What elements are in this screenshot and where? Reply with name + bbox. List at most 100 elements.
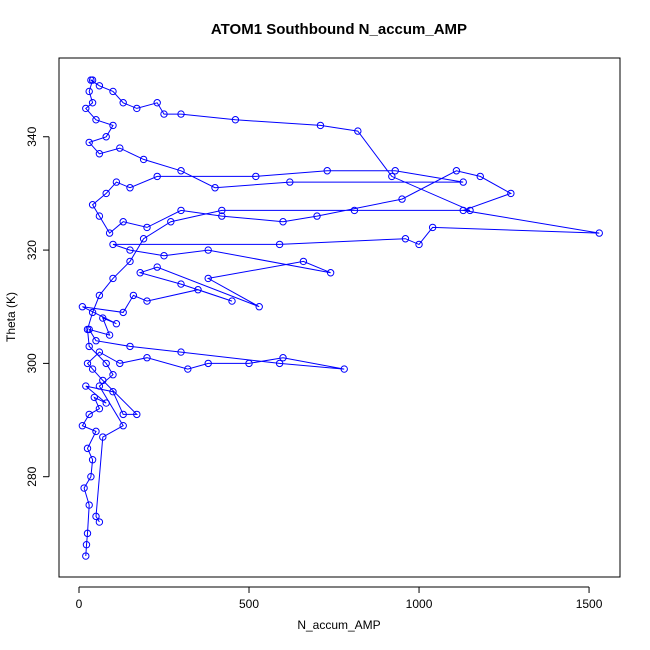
data-point (109, 121, 117, 130)
data-point (92, 427, 100, 436)
data-point (129, 291, 138, 300)
data-point (99, 314, 107, 322)
data-point (85, 501, 93, 509)
data-point (153, 172, 161, 181)
data-point (90, 393, 98, 402)
data-point (112, 178, 121, 186)
data-point (92, 337, 100, 345)
data-point (92, 116, 100, 124)
data-point (299, 257, 308, 266)
data-point (184, 365, 192, 373)
data-point (85, 410, 93, 419)
data-point (143, 297, 151, 305)
data-point (279, 354, 287, 362)
data-point (109, 240, 117, 249)
data-point (83, 529, 92, 538)
data-point (595, 229, 603, 237)
data-point (105, 229, 114, 237)
data-point (126, 246, 134, 254)
data-point (286, 178, 294, 186)
data-point (109, 87, 117, 96)
data-point (350, 206, 359, 215)
data-point (102, 359, 110, 368)
data-point (354, 127, 362, 135)
data-point (255, 303, 263, 311)
plot-box (58, 57, 621, 578)
data-point (116, 144, 124, 152)
data-point (95, 518, 104, 526)
y-axis-label: Theta (K) (4, 292, 18, 342)
data-point (133, 410, 141, 419)
data-point (82, 382, 90, 390)
data-point (204, 359, 212, 368)
data-point (143, 354, 151, 362)
data-point (119, 99, 127, 107)
data-point (459, 178, 467, 186)
x-tick-label: 500 (239, 597, 259, 611)
data-point (275, 240, 284, 249)
data-point (160, 110, 168, 118)
data-point (275, 359, 284, 368)
data-point (95, 405, 104, 413)
data-point (143, 223, 151, 232)
data-point (326, 269, 335, 277)
data-point (83, 325, 92, 334)
data-point (88, 99, 97, 107)
data-point (78, 422, 87, 430)
data-point (95, 291, 104, 300)
data-point (428, 223, 437, 232)
data-point (109, 388, 117, 396)
data-point (228, 297, 236, 305)
data-point (83, 444, 92, 453)
data-point (102, 133, 110, 141)
data-point (116, 359, 124, 368)
data-point (95, 348, 104, 356)
data-point (211, 184, 219, 192)
data-point (245, 359, 253, 368)
x-tick-label: 0 (76, 597, 83, 611)
data-point (102, 399, 110, 407)
data-point (87, 473, 95, 481)
data-point (204, 246, 212, 254)
data-line (81, 79, 600, 557)
data-point (136, 269, 144, 277)
data-point (119, 410, 127, 419)
data-point (252, 172, 260, 181)
data-point (153, 99, 161, 107)
data-point (126, 184, 134, 192)
data-point (85, 87, 93, 96)
data-point (102, 189, 110, 198)
data-point (153, 263, 161, 271)
data-point (105, 331, 114, 339)
data-point (99, 433, 107, 441)
data-point (88, 365, 97, 373)
x-axis-label: N_accum_AMP (297, 618, 380, 632)
data-point (177, 348, 185, 356)
data-point (218, 206, 226, 215)
data-point (167, 218, 175, 226)
data-point (313, 212, 321, 220)
data-point (126, 257, 134, 266)
data-point (88, 201, 97, 209)
data-point (415, 240, 423, 249)
data-point (82, 104, 90, 113)
data-point (95, 82, 104, 90)
data-point (88, 308, 97, 317)
data-point (92, 512, 100, 521)
data-point (388, 172, 396, 181)
data-point (95, 212, 104, 220)
data-point (88, 456, 97, 464)
data-point (194, 286, 202, 294)
x-tick-label: 1500 (576, 597, 603, 611)
data-point (87, 76, 95, 84)
y-tick-label: 340 (25, 126, 39, 146)
data-point (133, 104, 141, 113)
x-tick-label: 1000 (406, 597, 433, 611)
data-point (78, 303, 87, 311)
data-point (476, 172, 484, 181)
y-tick-label: 320 (25, 240, 39, 260)
data-point (119, 422, 127, 430)
data-point (177, 280, 185, 288)
data-point (119, 308, 127, 317)
